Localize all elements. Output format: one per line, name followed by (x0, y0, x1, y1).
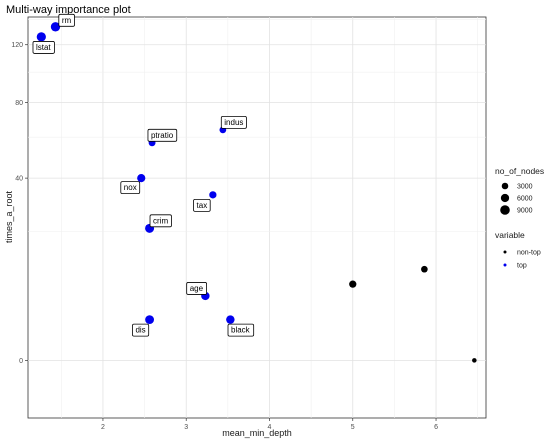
point-label-box (227, 323, 255, 337)
legend-size-key (501, 182, 509, 190)
point-label-indus: indus (220, 115, 247, 129)
legend-color-label: non-top (517, 250, 541, 257)
data-point (349, 280, 357, 288)
point-label-text: crim (153, 216, 168, 225)
y-axis-title: times_a_root (4, 190, 14, 243)
point-label-box (147, 128, 178, 142)
data-point (145, 315, 154, 325)
point-label-box (186, 282, 207, 295)
point-label-text: age (190, 284, 204, 293)
legend-size-label: 6000 (517, 196, 533, 203)
point-label-nox: nox (120, 181, 141, 195)
point-label-box (32, 41, 55, 54)
data-point (226, 315, 235, 324)
point-label-text: rm (62, 16, 72, 25)
point-labels: rm lstat indus ptratio nox tax crim age dis black (32, 13, 255, 337)
point-label-age: age (186, 282, 207, 295)
axis-ticks: 2 3 4 5 6 0 40 80 120 (11, 42, 438, 431)
point-label-text: nox (124, 183, 137, 192)
point-label-rm: rm (58, 13, 75, 27)
legend-color-key (503, 250, 507, 254)
legend-color-title: variable (495, 230, 525, 240)
x-tick-label: 4 (268, 424, 272, 431)
x-tick-label: 5 (351, 424, 355, 431)
point-label-box (220, 115, 247, 129)
x-tick-label: 6 (434, 424, 438, 431)
legend-size-key (500, 193, 510, 203)
x-tick-label: 2 (101, 424, 105, 431)
data-point (50, 22, 61, 32)
legend-color-label: top (517, 263, 527, 270)
legend-size-key (500, 205, 510, 215)
legend: no_of_nodes 3000 6000 9000 variable non-top to… (495, 166, 544, 270)
legend-color-key (503, 263, 507, 267)
point-label-box (193, 198, 211, 212)
legend-size-label: 3000 (517, 184, 533, 191)
legend-size-label: 9000 (517, 208, 533, 215)
point-label-crim: crim (149, 214, 172, 228)
point-label-text: ptratio (151, 131, 174, 140)
x-tick-label: 3 (184, 424, 188, 431)
point-label-box (149, 214, 172, 228)
data-point (137, 174, 146, 183)
point-label-lstat: lstat (32, 41, 55, 54)
point-label-dis: dis (132, 323, 150, 337)
legend-size-title: no_of_nodes (495, 166, 544, 176)
point-label-text: dis (135, 326, 145, 335)
data-point (421, 265, 428, 273)
point-label-box (58, 13, 75, 27)
point-label-ptratio: ptratio (147, 128, 178, 142)
point-label-text: lstat (36, 43, 51, 52)
y-tick-label: 120 (11, 42, 23, 49)
point-label-text: indus (224, 118, 243, 127)
point-label-box (132, 323, 150, 337)
data-point (472, 358, 477, 363)
data-point (209, 191, 217, 199)
point-label-black: black (227, 323, 255, 337)
chart-title: Multi-way importance plot (6, 4, 131, 16)
point-label-box (120, 181, 141, 195)
y-tick-label: 80 (15, 100, 23, 107)
data-point (36, 32, 46, 42)
x-axis-title: mean_min_depth (222, 428, 292, 438)
point-label-text: tax (197, 201, 208, 210)
y-tick-label: 40 (15, 176, 23, 183)
point-label-text: black (231, 326, 251, 335)
point-label-tax: tax (193, 198, 211, 212)
grid-lines (28, 17, 486, 418)
plot-panel (27, 16, 487, 419)
y-tick-label: 0 (19, 358, 23, 365)
